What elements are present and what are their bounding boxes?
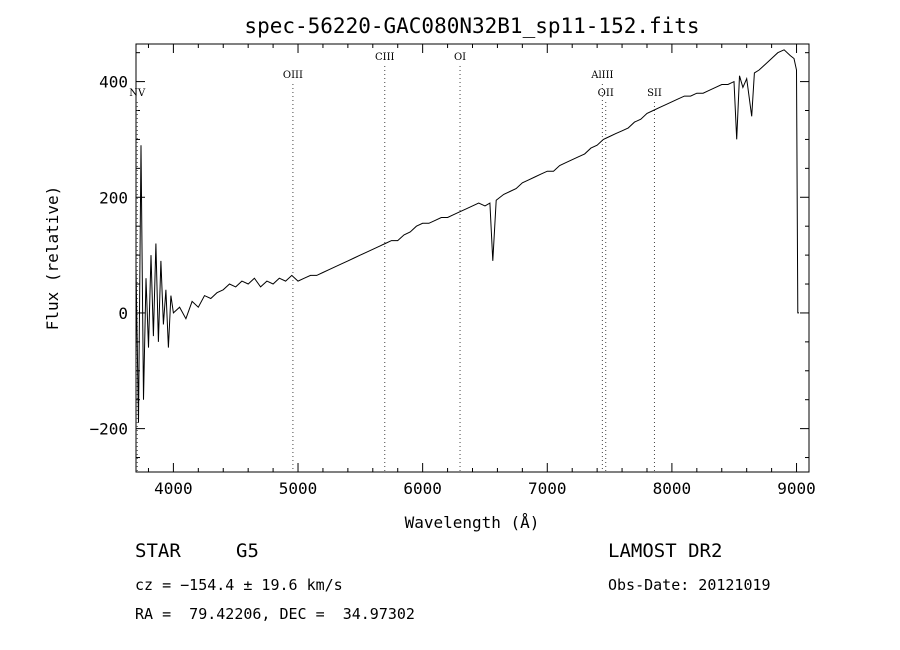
x-tick-label: 5000: [279, 479, 318, 498]
redshift-info: cz = −154.4 ± 19.6 km/s: [135, 576, 343, 594]
y-tick-label: 400: [99, 73, 128, 92]
spectral-line-label: OII: [598, 88, 614, 99]
chart-title: spec-56220-GAC080N32B1_sp11-152.fits: [244, 14, 699, 38]
x-tick-label: 4000: [154, 479, 193, 498]
y-axis-label: Flux (relative): [43, 186, 62, 331]
spectral-line-label: CIII: [375, 52, 395, 63]
coordinates-info: RA = 79.42206, DEC = 34.97302: [135, 605, 415, 623]
spectrum-series-line: [135, 49, 799, 423]
spectral-line-label: OIII: [283, 70, 303, 81]
x-tick-label: 7000: [528, 479, 567, 498]
plot-frame: [135, 43, 810, 473]
y-tick-label: 0: [118, 304, 128, 323]
spectral-line-label: AlIII: [590, 70, 613, 81]
observation-date: Obs-Date: 20121019: [608, 576, 771, 594]
object-class: STAR: [135, 540, 181, 562]
y-tick-label: 200: [99, 188, 128, 207]
y-tick-label: −200: [89, 420, 128, 439]
x-axis-label: Wavelength (Å): [405, 513, 540, 532]
survey-name: LAMOST DR2: [608, 540, 723, 562]
spectral-line-label: SII: [647, 88, 662, 99]
x-tick-label: 6000: [403, 479, 442, 498]
object-subclass: G5: [236, 540, 259, 562]
spectral-line-label: OI: [454, 52, 466, 63]
spectral-line-label: NV: [129, 88, 146, 99]
x-tick-label: 8000: [653, 479, 692, 498]
x-tick-label: 9000: [777, 479, 816, 498]
